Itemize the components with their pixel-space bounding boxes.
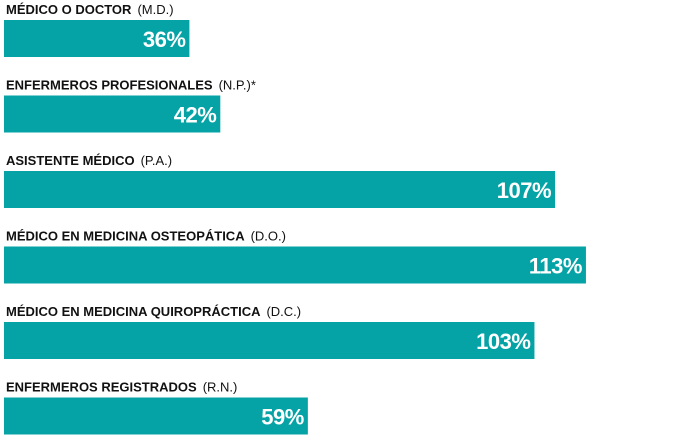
category-name: ENFERMEROS PROFESIONALES xyxy=(6,78,213,93)
category-name: ASISTENTE MÉDICO xyxy=(6,153,135,168)
category-abbreviation: (N.P.)* xyxy=(219,78,256,93)
bar xyxy=(4,246,586,284)
value-label: 103% xyxy=(476,329,530,354)
value-label: 42% xyxy=(174,103,217,128)
bar xyxy=(4,95,221,133)
value-label: 59% xyxy=(261,405,304,430)
category-abbreviation: (M.D.) xyxy=(137,2,173,17)
category-abbreviation: (D.O.) xyxy=(251,229,286,244)
category-label: MÉDICO EN MEDICINA QUIROPRÁCTICA (D.C.) xyxy=(6,304,301,319)
bar xyxy=(4,171,556,208)
value-label: 113% xyxy=(529,254,582,279)
category-name: ENFERMEROS REGISTRADOS xyxy=(6,380,197,395)
category-name: MÉDICO O DOCTOR xyxy=(6,2,132,17)
category-label: MÉDICO O DOCTOR (M.D.) xyxy=(6,2,174,17)
category-label: ENFERMEROS REGISTRADOS (R.N.) xyxy=(6,380,237,395)
category-abbreviation: (P.A.) xyxy=(141,153,173,168)
category-name: MÉDICO EN MEDICINA QUIROPRÁCTICA xyxy=(6,304,261,319)
category-label: ENFERMEROS PROFESIONALES (N.P.)* xyxy=(6,78,256,93)
bar xyxy=(4,322,535,359)
category-label: ASISTENTE MÉDICO (P.A.) xyxy=(6,153,172,168)
value-label: 107% xyxy=(497,178,551,203)
category-abbreviation: (R.N.) xyxy=(203,380,238,395)
value-label: 36% xyxy=(143,27,186,52)
bar xyxy=(4,20,190,57)
bar xyxy=(4,397,308,435)
category-abbreviation: (D.C.) xyxy=(266,304,301,319)
category-label: MÉDICO EN MEDICINA OSTEOPÁTICA (D.O.) xyxy=(6,229,286,244)
category-name: MÉDICO EN MEDICINA OSTEOPÁTICA xyxy=(6,229,245,244)
